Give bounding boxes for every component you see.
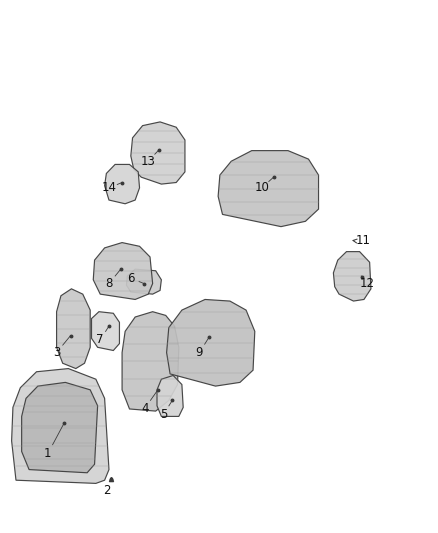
Text: 5: 5 — [160, 408, 167, 421]
Text: 8: 8 — [105, 277, 113, 290]
Polygon shape — [127, 269, 161, 294]
Text: 14: 14 — [102, 181, 117, 195]
Polygon shape — [92, 312, 120, 351]
Polygon shape — [57, 289, 90, 368]
Text: 3: 3 — [53, 346, 60, 359]
Polygon shape — [122, 312, 179, 411]
Polygon shape — [333, 252, 371, 301]
Polygon shape — [218, 151, 318, 227]
Polygon shape — [12, 368, 109, 483]
Text: 2: 2 — [103, 484, 110, 497]
Text: 12: 12 — [360, 277, 375, 290]
Polygon shape — [21, 382, 98, 473]
Polygon shape — [157, 375, 183, 416]
Polygon shape — [93, 243, 152, 300]
Text: 9: 9 — [196, 346, 203, 359]
Polygon shape — [105, 165, 140, 204]
Polygon shape — [131, 122, 185, 184]
Text: 10: 10 — [254, 181, 269, 195]
Text: 13: 13 — [141, 155, 155, 168]
Text: 6: 6 — [127, 272, 134, 285]
Polygon shape — [166, 300, 255, 386]
Text: 1: 1 — [44, 447, 52, 460]
Text: 4: 4 — [141, 402, 148, 415]
Text: 7: 7 — [96, 333, 104, 346]
Text: 11: 11 — [356, 235, 371, 247]
